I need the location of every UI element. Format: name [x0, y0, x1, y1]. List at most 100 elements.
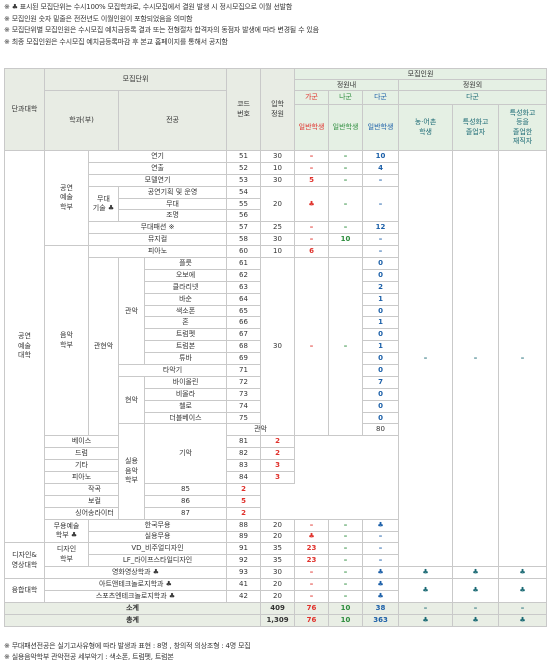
table-row: 보컬 86 5 [5, 494, 547, 508]
header-dept: 학과(부) [44, 90, 119, 151]
table-cell: 5 [226, 494, 262, 508]
table-cell: 75 [226, 411, 262, 425]
note-1: ※ ♣ 표시된 모집단위는 수시100% 모집학과로, 수시모집에서 결원 발생… [4, 3, 293, 11]
table-cell: 트럼본 [143, 340, 228, 354]
table-cell: ♣ [398, 566, 454, 580]
table-cell: 71 [226, 364, 262, 377]
table-cell: – [328, 185, 364, 223]
table-cell: – [328, 530, 364, 544]
table-cell: 88 [226, 518, 262, 532]
table-row: 무대 기술 ♣ 공연기획 및 운영 54 20 ♣ – – [5, 185, 547, 223]
table-cell: 6 [294, 245, 330, 259]
header-da2: 다군 [398, 90, 548, 105]
header-special-school: 특성화고 졸업자 [452, 104, 500, 151]
table-row: 비올라 73 0 [5, 387, 547, 401]
table-cell: – [328, 566, 364, 580]
table-cell: 76 [294, 613, 330, 627]
table-cell: 52 [226, 161, 262, 175]
table-row: 모델연기 53 30 5– – [5, 173, 547, 187]
table-cell: 35 [260, 554, 296, 568]
table-cell: 84 [226, 471, 262, 484]
table-cell: 80 [362, 423, 400, 437]
table-cell: 91 [226, 542, 262, 556]
table-row: 클라리넷 63 2 [5, 280, 547, 294]
header-na: 나군 [328, 90, 364, 105]
table-cell: 총계 [3, 613, 262, 627]
table-cell: – [294, 257, 330, 437]
table-cell: 10 [328, 613, 364, 627]
table-row: 디자인& 영상대학 디자인 학부 VD_비주얼디자인 91 35 23– – [4, 542, 547, 580]
table-cell: 10 [328, 233, 364, 247]
table-cell: – [294, 150, 330, 163]
table-cell: – [328, 578, 364, 591]
table-cell: 363 [362, 613, 400, 627]
table-cell: 30 [260, 150, 296, 163]
table-cell: 조명 [117, 209, 228, 223]
table-row: 타악기 71 0 [5, 364, 547, 377]
table-cell: ♣ [452, 566, 500, 580]
table-cell: – [362, 173, 400, 187]
table-cell: ♣ [452, 578, 500, 603]
table-cell: 한국무용 [87, 518, 228, 532]
table-cell: 영화영상학과 ♣ [43, 566, 228, 580]
table-cell: – [294, 161, 330, 175]
table-cell: 0 [362, 352, 400, 366]
table-cell: 30 [260, 257, 296, 437]
table-row: 피아노 84 3 [5, 471, 547, 484]
college-performing: 공연 예술 대학 [4, 149, 45, 544]
table-row: 튜바 69 0 [5, 352, 547, 366]
notes: ※ ♣ 표시된 모집단위는 수시100% 모집학과로, 수시모집에서 결원 발생… [0, 0, 550, 48]
table-cell: 4 [362, 161, 400, 175]
table-cell: 1 [362, 292, 400, 306]
table-cell: 57 [226, 221, 262, 235]
table-cell: ♣ [362, 566, 400, 580]
table-cell: ♣ [398, 613, 454, 627]
table-cell: 첼로 [143, 399, 228, 413]
table-row: 첼로 74 0 [5, 399, 547, 413]
table-cell: 피아노 [44, 471, 119, 484]
table-cell: 싱어송라이터 [44, 506, 145, 520]
table-cell: 연기 [87, 150, 228, 163]
header-general-na: 일반학생 [328, 104, 364, 151]
header-inside: 정원내 [294, 79, 400, 91]
table-cell: 10 [260, 161, 296, 175]
table-cell: 83 [226, 459, 262, 473]
header-recruit: 모집인원 [294, 68, 548, 80]
table-cell: 54 [226, 185, 262, 199]
table-cell: 3 [260, 459, 296, 473]
total-row: 총계 1,309 76 10 363 ♣ ♣ ♣ [3, 613, 548, 627]
table-cell: – [452, 601, 500, 615]
header-da: 다군 [362, 90, 400, 105]
table-cell: 85 [143, 482, 228, 496]
footnote-2: ※ 실용음악학부 관악전공 세부악기 : 색소폰, 트럼펫, 트럼본 [4, 653, 174, 661]
table-cell: 58 [226, 233, 262, 247]
table-cell: 82 [226, 447, 262, 461]
table-cell: 1 [362, 316, 400, 330]
table-cell: 0 [362, 304, 400, 318]
table-cell: – [362, 245, 400, 259]
table-cell: 51 [226, 150, 262, 163]
table-cell: 연출 [87, 161, 228, 175]
table-cell: 0 [362, 411, 400, 425]
table-cell: 트럼펫 [143, 328, 228, 342]
table-cell: 아트앤테크놀로지학과 ♣ [43, 578, 228, 591]
table-cell: ♣ [498, 566, 548, 580]
admission-table: 단과대학 모집단위 코드 번호 입학 정원 모집인원 정원내 정원외 학과(부) 전… [3, 68, 548, 627]
table-cell: – [328, 257, 364, 437]
table-cell: ♣ [294, 185, 330, 223]
footnotes: ※ 무대패션전공은 실기고사유형에 따라 발생과 표현 : 8명 , 창의적 의… [4, 641, 251, 663]
table-cell: 38 [362, 601, 400, 615]
table-cell: 20 [260, 185, 296, 223]
table-row: LF_라이프스타일디자인 92 35 23– – [5, 554, 547, 568]
table-cell: 비올라 [143, 387, 228, 401]
header-general-ga: 일반학생 [294, 104, 330, 151]
table-row: 공연 예술 대학 공연 예술 학부 연기 51 30 – –10 – – – [4, 149, 548, 568]
table-cell: 53 [226, 173, 262, 187]
table-cell: ♣ [362, 578, 400, 591]
table-cell: 5 [294, 173, 330, 187]
table-cell: 실용무용 [87, 530, 228, 544]
table-cell: 3 [260, 471, 296, 484]
table-cell: 30 [260, 173, 296, 187]
table-cell: 60 [226, 245, 262, 259]
sub-instr: 기악 [143, 423, 228, 484]
